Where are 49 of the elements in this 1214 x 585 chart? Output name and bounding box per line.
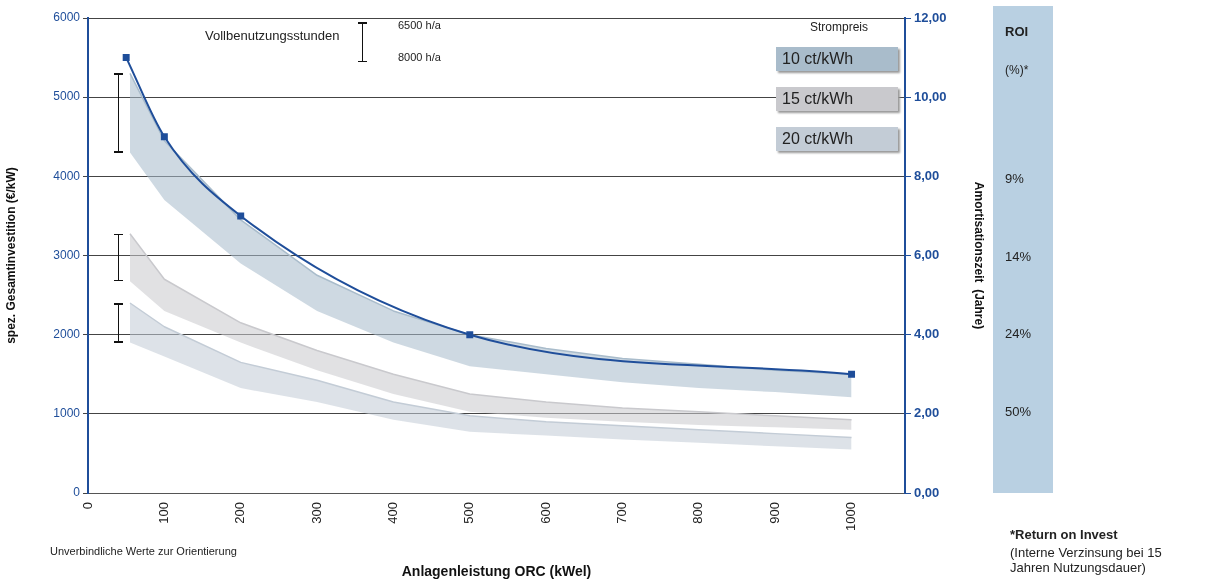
text: 14% (1005, 249, 1032, 264)
x-tick-label: 700 (614, 502, 630, 524)
x-tick-label: 1000 (843, 502, 859, 531)
y2-tick-label: 8,00 (914, 167, 940, 183)
text: 20 ct/kWh (776, 127, 898, 151)
y-tick-label: 4000 (53, 168, 81, 183)
x-tick-label: 800 (690, 502, 706, 524)
text: Unverbindliche Werte zur Orientierung (50, 545, 237, 557)
text: 10 ct/kWh (776, 47, 898, 71)
x-tick-label: 900 (766, 502, 782, 524)
annotation: 8000 h/a (398, 51, 441, 63)
text: 15 ct/kWh (776, 87, 898, 111)
text: (%)* (1005, 63, 1029, 77)
x-tick-label: 300 (308, 502, 324, 524)
annotation: 6500 h/a (398, 19, 441, 31)
x-tick-label: 600 (537, 502, 553, 524)
x-axis-title: Anlagenleistung ORC (kWel) (401, 563, 592, 580)
x-tick-label: 400 (385, 502, 400, 524)
y2-tick-label: 4,00 (914, 326, 940, 342)
annotation: Vollbenutzungsstunden (205, 28, 340, 43)
y-tick-label: 3000 (53, 247, 81, 262)
y2-axis-title: Amortisationszeit (Jahre) (972, 181, 987, 330)
point (160, 133, 168, 141)
y2-tick-label: 10,00 (914, 88, 947, 104)
text: 24% (1005, 326, 1032, 341)
y-tick-label: 0 (73, 485, 81, 500)
x-tick-label: 500 (461, 502, 477, 524)
y2-tick-label: 2,00 (914, 405, 940, 421)
point (466, 331, 474, 339)
point (237, 212, 245, 220)
y-tick-label: 1000 (53, 406, 81, 421)
y-axis-title: spez. Gesamtinvestition (€/kW) (3, 167, 18, 344)
text: ROI (1005, 24, 1029, 39)
y2-tick-label: 6,00 (914, 247, 940, 263)
y-tick-label: 6000 (53, 10, 81, 25)
text: *Return on Invest (1010, 527, 1118, 542)
legend-title: Strompreis (810, 20, 869, 34)
text: (Interne Verzinsung bei 15 Jahren Nutzungsdauer) (1010, 545, 1163, 575)
point (122, 54, 130, 62)
x-tick-label: 0 (79, 502, 95, 510)
y-tick-label: 2000 (53, 326, 81, 341)
y2-tick-label: 0,00 (914, 484, 940, 500)
y2-tick-label: 12,00 (914, 9, 947, 25)
text: 50% (1005, 404, 1032, 419)
x-tick-label: 100 (155, 502, 171, 524)
y-tick-label: 5000 (53, 89, 81, 104)
x-tick-label: 200 (232, 502, 248, 524)
text: 9% (1005, 171, 1024, 186)
point (848, 370, 856, 378)
